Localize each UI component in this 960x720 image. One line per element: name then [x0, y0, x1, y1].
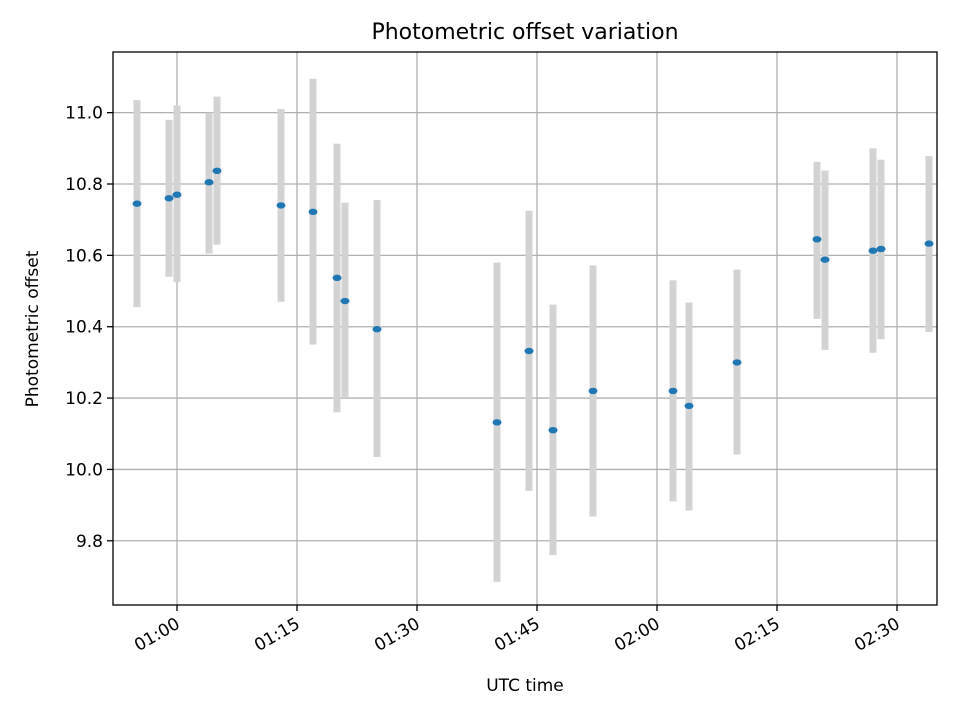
data-point — [212, 167, 222, 175]
data-point — [876, 245, 886, 253]
y-tick-label: 10.2 — [65, 389, 103, 409]
y-tick-label: 10.4 — [65, 318, 103, 338]
data-points — [132, 167, 934, 434]
data-point — [732, 359, 742, 366]
y-tick-label: 10.8 — [65, 175, 103, 195]
data-point — [340, 297, 350, 305]
data-point — [524, 347, 534, 355]
data-point — [276, 202, 286, 209]
data-point — [172, 191, 182, 198]
y-tick-label: 10.0 — [65, 460, 103, 480]
y-axis-ticks: 9.8 10.0 10.2 10.4 10.6 10.8 11.0 — [65, 104, 113, 552]
data-point — [820, 256, 830, 263]
y-tick-label: 11.0 — [65, 104, 103, 124]
grid-lines — [113, 52, 937, 605]
y-axis-label: Photometric offset — [23, 250, 43, 407]
y-tick-label: 9.8 — [76, 532, 103, 552]
data-point — [684, 402, 694, 410]
data-point — [372, 326, 382, 333]
data-point — [204, 179, 214, 186]
data-point — [548, 426, 558, 434]
plot-frame — [112, 51, 938, 606]
data-point — [588, 387, 598, 395]
data-point — [132, 200, 142, 207]
data-point — [868, 247, 878, 254]
data-point — [492, 419, 502, 426]
data-point — [924, 240, 934, 247]
x-axis-label: UTC time — [486, 676, 564, 696]
data-point — [668, 387, 678, 395]
data-point — [332, 274, 342, 282]
y-tick-label: 10.6 — [65, 246, 103, 266]
data-point — [308, 208, 318, 216]
data-point — [164, 195, 174, 202]
data-point — [812, 236, 822, 243]
chart-title: Photometric offset variation — [371, 20, 678, 45]
